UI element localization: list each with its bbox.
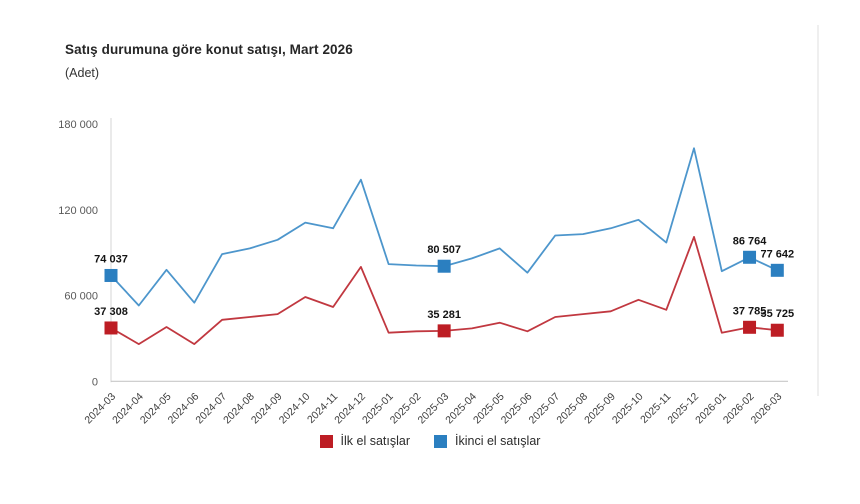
data-point-marker <box>743 250 757 264</box>
data-point-label: 35 725 <box>760 308 794 320</box>
y-tick-label: 0 <box>92 376 98 388</box>
x-axis-label: 2026-03 <box>749 391 785 427</box>
x-axis-label: 2024-10 <box>277 391 313 427</box>
data-point-marker <box>743 320 757 334</box>
y-tick-label: 180 000 <box>58 119 98 131</box>
data-point-label: 74 037 <box>94 253 128 265</box>
data-point-label: 37 308 <box>94 306 128 318</box>
data-point-label: 86 764 <box>733 235 768 247</box>
legend-label: İlk el satışlar <box>340 434 410 448</box>
chart-title: Satış durumuna göre konut satışı, Mart 2… <box>65 42 353 57</box>
legend-item-ilk-el: İlk el satışlar <box>319 434 410 448</box>
data-point-label: 35 281 <box>427 309 461 321</box>
y-tick-label: 120 000 <box>58 205 98 217</box>
data-point-marker <box>770 323 784 337</box>
y-tick-label: 60 000 <box>64 291 98 303</box>
chart-unit-label: (Adet) <box>65 66 100 80</box>
data-point-marker <box>104 268 118 282</box>
data-point-label: 37 785 <box>733 305 767 317</box>
data-point-label: 77 642 <box>760 248 794 260</box>
legend-swatch-red <box>319 434 333 448</box>
data-point-marker <box>437 324 451 338</box>
x-axis-label: 2025-10 <box>610 391 646 427</box>
legend-label: İkinci el satışlar <box>455 434 541 448</box>
legend-swatch-blue <box>434 434 447 448</box>
data-point-label: 80 507 <box>427 244 461 256</box>
data-point-marker <box>770 263 784 277</box>
data-point-marker <box>104 321 118 335</box>
chart-legend: İlk el satışlar İkinci el satışlar <box>0 434 860 448</box>
data-point-marker <box>437 259 451 273</box>
legend-item-ikinci-el: İkinci el satışlar <box>434 434 540 448</box>
